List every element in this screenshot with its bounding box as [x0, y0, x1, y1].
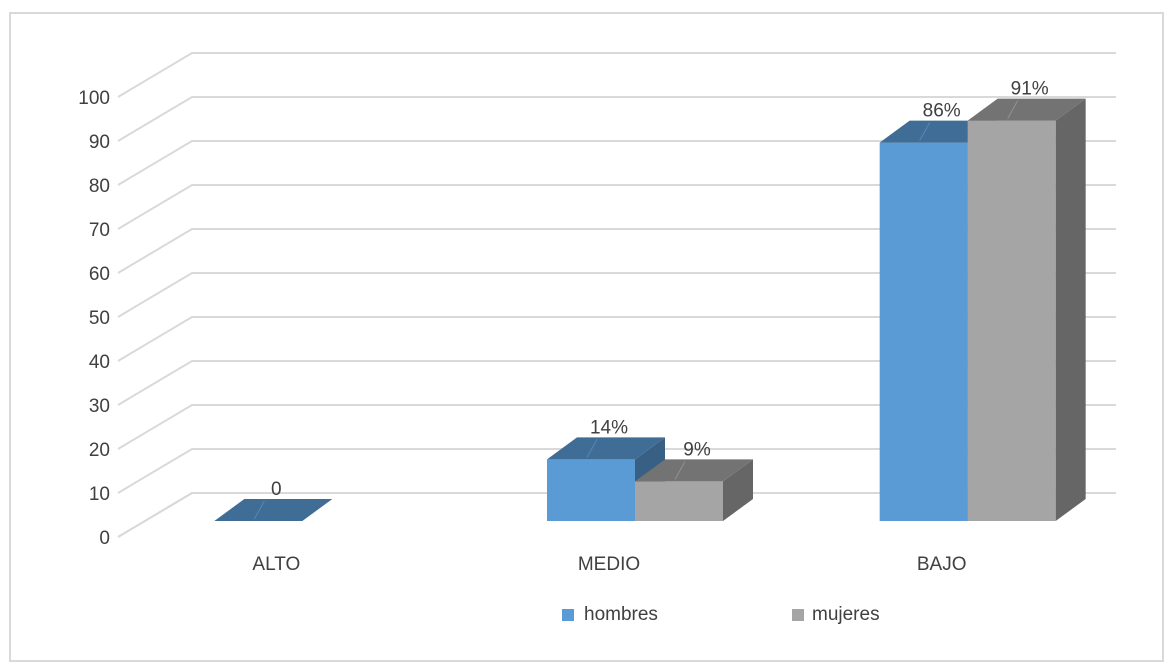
gridline — [117, 316, 1116, 362]
data-label: 86% — [923, 101, 961, 122]
legend-item-hombres: hombres — [562, 603, 658, 627]
x-tick-label: ALTO — [252, 554, 300, 575]
bar-top — [635, 459, 753, 482]
legend-swatch-hombres — [562, 609, 574, 621]
data-label: 91% — [1011, 79, 1049, 100]
bar-mujeres-medio — [635, 459, 753, 521]
bar-front — [547, 459, 635, 521]
gridlines — [117, 52, 1116, 538]
bar-top — [214, 499, 333, 521]
y-tick-label: 0 — [99, 528, 110, 549]
bar-top — [547, 437, 665, 460]
bar-hombres-alto — [214, 499, 333, 521]
y-tick-labels: 0 10 20 30 40 50 60 70 80 90 100 — [78, 88, 110, 549]
bar-front — [635, 481, 723, 521]
x-tick-label: MEDIO — [578, 554, 640, 575]
legend-label-hombres: hombres — [584, 604, 658, 625]
bar-side — [723, 459, 753, 521]
y-tick-label: 60 — [89, 264, 110, 285]
label-leader — [919, 122, 931, 141]
y-tick-label: 20 — [89, 440, 110, 461]
label-leader — [253, 500, 265, 520]
gridline — [117, 272, 1116, 318]
gridline — [117, 228, 1116, 274]
y-tick-label: 100 — [78, 88, 110, 109]
label-leader — [674, 461, 686, 480]
gridline — [117, 404, 1116, 450]
bars — [214, 98, 1086, 521]
legend-label-mujeres: mujeres — [812, 604, 880, 625]
bar-mujeres-bajo — [967, 98, 1086, 521]
y-tick-label: 10 — [89, 484, 110, 505]
label-leader — [586, 439, 598, 458]
gridline — [117, 52, 1116, 98]
gridline — [117, 140, 1116, 186]
y-tick-label: 90 — [89, 132, 110, 153]
bar-side — [1055, 98, 1086, 521]
bar-front — [879, 142, 968, 521]
y-tick-label: 40 — [89, 352, 110, 373]
legend-item-mujeres: mujeres — [792, 603, 880, 627]
bar-front — [967, 120, 1056, 521]
legend-swatch-mujeres — [792, 609, 804, 621]
data-label: 0 — [271, 479, 282, 500]
label-leader — [1007, 100, 1019, 119]
data-label: 14% — [590, 417, 628, 438]
gridline — [117, 492, 1116, 538]
gridline — [117, 360, 1116, 406]
y-tick-label: 30 — [89, 396, 110, 417]
gridline — [117, 184, 1116, 230]
x-tick-label: BAJO — [917, 554, 967, 575]
gridline — [117, 96, 1116, 142]
gridline — [117, 448, 1116, 494]
y-tick-label: 80 — [89, 176, 110, 197]
y-tick-label: 70 — [89, 220, 110, 241]
y-tick-label: 50 — [89, 308, 110, 329]
bar-top — [967, 98, 1086, 121]
bar-hombres-medio — [547, 437, 665, 521]
data-label: 9% — [683, 439, 711, 460]
data-labels: 0 14% 9% 86% 91% — [271, 79, 1049, 500]
x-tick-labels: ALTO MEDIO BAJO — [252, 554, 966, 575]
